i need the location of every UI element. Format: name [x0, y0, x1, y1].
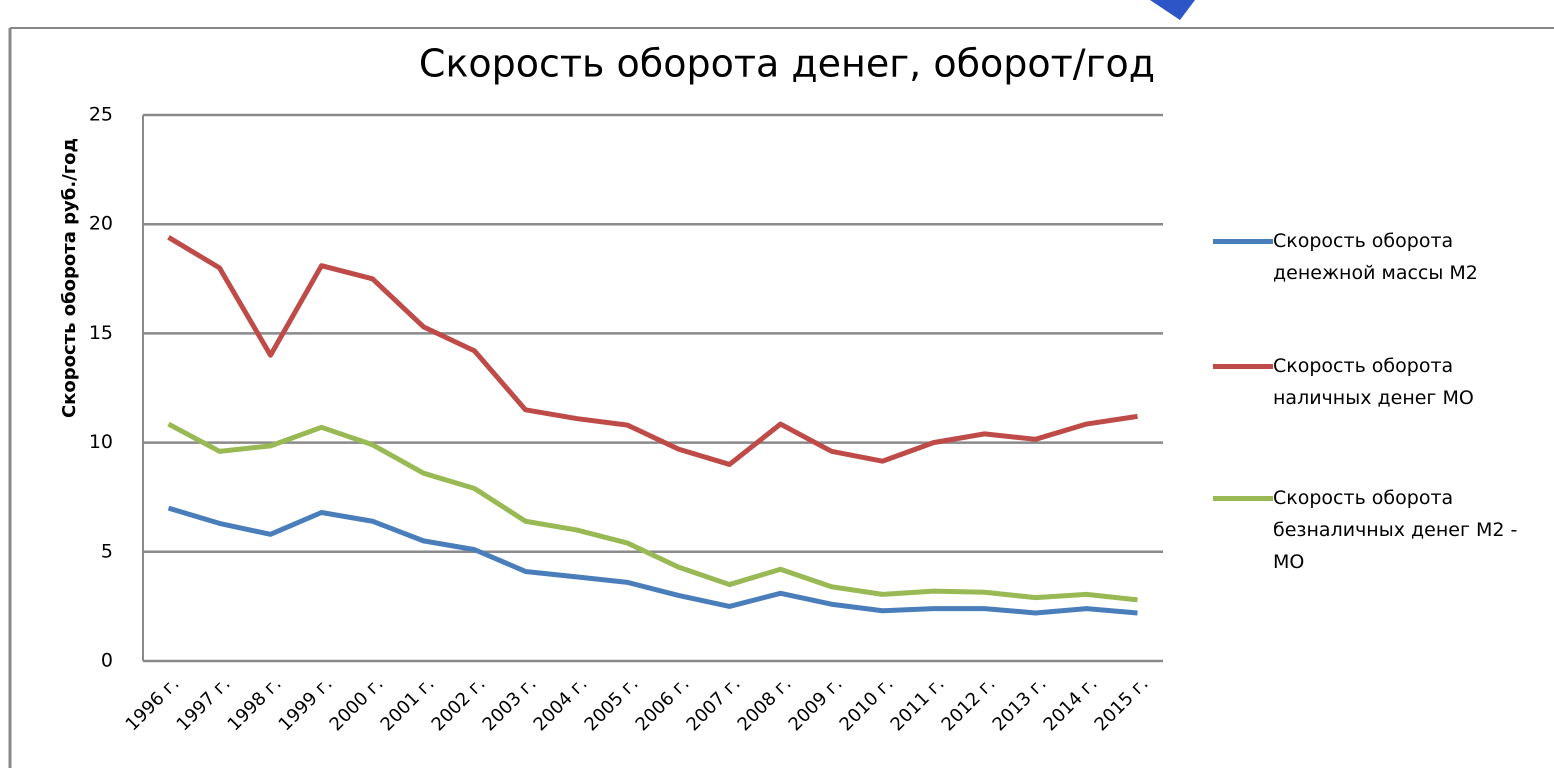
- y-tick-label: 25: [89, 104, 113, 126]
- x-tick-label: 1998 г.: [224, 673, 286, 735]
- legend-label: Скорость оборота безналичных денег М2 - …: [1273, 487, 1518, 573]
- y-tick-label: 20: [89, 213, 113, 235]
- x-tick-label: 2001 г.: [377, 673, 439, 735]
- x-tick-label: 1997 г.: [173, 673, 235, 735]
- y-tick-label: 5: [101, 540, 113, 562]
- x-tick-label: 2013 г.: [989, 673, 1051, 735]
- legend-swatch: [1213, 496, 1273, 501]
- x-tick-label: 2011 г.: [887, 673, 949, 735]
- legend-swatch: [1213, 239, 1273, 244]
- y-tick-label: 15: [89, 322, 113, 344]
- x-tick-label: 2006 г.: [632, 673, 694, 735]
- x-tick-label: 2000 г.: [326, 673, 388, 735]
- series-line: [167, 421, 1138, 603]
- legend-label: Скорость оборота денежной массы М2: [1273, 230, 1478, 284]
- x-tick-label: 2002 г.: [428, 673, 490, 735]
- decor-shape: [1150, 0, 1195, 20]
- y-axis-label: Скорость оборота руб./год: [59, 138, 80, 418]
- legend-swatch: [1213, 364, 1273, 369]
- series-line: [167, 235, 1138, 467]
- x-tick-label: 2010 г.: [836, 673, 898, 735]
- x-tick-label: 2003 г.: [479, 673, 541, 735]
- x-tick-label: 2005 г.: [581, 673, 643, 735]
- x-tick-label: 2014 г.: [1040, 673, 1102, 735]
- chart-title: Скорость оборота денег, оборот/год: [419, 42, 1155, 86]
- legend-item: Скорость оборота наличных денег МО: [1213, 350, 1543, 414]
- x-tick-label: 2004 г.: [530, 673, 592, 735]
- series-line: [167, 505, 1138, 616]
- x-tick-label: 2015 г.: [1091, 673, 1153, 735]
- x-tick-label: 2012 г.: [938, 673, 1000, 735]
- x-tick-label: 1999 г.: [275, 673, 337, 735]
- y-tick-label: 0: [101, 650, 113, 672]
- legend-item: Скорость оборота безналичных денег М2 - …: [1213, 482, 1543, 578]
- x-tick-label: 2008 г.: [734, 673, 796, 735]
- legend-item: Скорость оборота денежной массы М2: [1213, 225, 1543, 289]
- x-tick-label: 2007 г.: [683, 673, 745, 735]
- y-tick-label: 10: [89, 431, 113, 453]
- legend-label: Скорость оборота наличных денег МО: [1273, 355, 1474, 409]
- x-tick-label: 1996 г.: [122, 673, 184, 735]
- x-tick-label: 2009 г.: [785, 673, 847, 735]
